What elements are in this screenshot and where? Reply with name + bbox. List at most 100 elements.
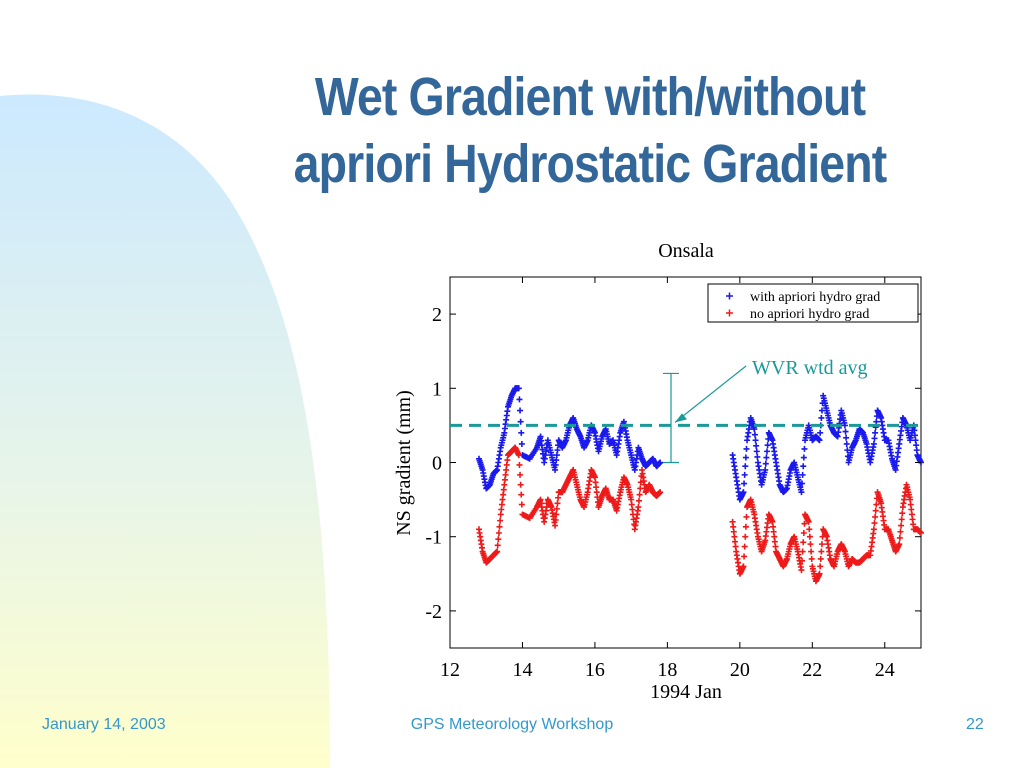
y-tick-label: 2 [432, 304, 442, 326]
data-point [741, 480, 748, 487]
data-point [515, 452, 522, 459]
data-point [635, 504, 642, 511]
data-point [495, 529, 502, 536]
x-tick-label: 20 [730, 659, 750, 681]
data-point [801, 520, 808, 527]
data-point [843, 440, 850, 447]
legend-label: no apriori hydro grad [750, 307, 869, 322]
data-point [751, 426, 758, 433]
data-point [800, 529, 807, 536]
series-no-apriori [475, 444, 924, 585]
data-point [657, 489, 664, 496]
data-point [818, 548, 825, 555]
data-point [807, 541, 814, 548]
y-tick-label: 1 [432, 378, 442, 400]
data-point [800, 454, 807, 461]
data-point [742, 533, 749, 540]
data-point [752, 437, 759, 444]
y-tick-label: -2 [425, 601, 442, 623]
data-point [751, 431, 758, 438]
data-point [817, 555, 824, 562]
data-point [515, 385, 522, 392]
footer-date: January 14, 2003 [42, 716, 166, 733]
x-axis-label: 1994 Jan [650, 681, 722, 703]
data-point [637, 479, 644, 486]
data-point [516, 461, 523, 468]
data-point [762, 466, 769, 473]
slide-title-line-1: Wet Gradient with/without [314, 67, 866, 127]
x-tick-label: 16 [585, 659, 605, 681]
data-point [841, 422, 848, 429]
data-point [741, 543, 748, 550]
data-point [552, 522, 559, 529]
wvr-arrow-line [674, 365, 747, 423]
data-point [808, 555, 815, 562]
data-point [517, 407, 524, 414]
data-point [799, 557, 806, 564]
footer-event-name: GPS Meteorology Workshop [410, 716, 614, 733]
data-point [843, 434, 850, 441]
data-point [518, 491, 525, 498]
data-point [808, 548, 815, 555]
data-point [870, 526, 877, 533]
footer-page-number: 22 [966, 716, 984, 733]
slide-title-line-2: apriori Hydrostatic Gradient [293, 134, 888, 194]
x-tick-label: 18 [657, 659, 677, 681]
data-point [799, 548, 806, 555]
data-point [898, 516, 905, 523]
data-point [799, 480, 806, 487]
data-point [753, 442, 760, 449]
x-tick-label: 24 [875, 659, 895, 681]
data-point [798, 489, 805, 496]
data-point [896, 534, 903, 541]
data-point [636, 497, 643, 504]
data-point [800, 463, 807, 470]
y-tick-label: 0 [432, 453, 442, 475]
data-point [740, 489, 747, 496]
y-axis-label: NS gradient (mm) [393, 390, 415, 536]
data-point [743, 445, 750, 452]
y-tick-label: -1 [425, 527, 442, 549]
x-tick-label: 14 [512, 659, 532, 681]
data-point [552, 517, 559, 524]
data-point [872, 429, 879, 436]
data-point [555, 494, 562, 501]
annotation-group [450, 365, 921, 464]
data-point [806, 526, 813, 533]
data-point [741, 553, 748, 560]
data-point [518, 501, 525, 508]
data-point [517, 481, 524, 488]
data-point [553, 505, 560, 512]
data-point [495, 536, 502, 543]
data-point [494, 542, 501, 549]
chart-markers [475, 385, 924, 585]
data-point [798, 567, 805, 574]
data-point [816, 437, 823, 444]
data-point [754, 453, 761, 460]
data-point [743, 513, 750, 520]
data-point [753, 448, 760, 455]
data-point [636, 491, 643, 498]
legend-label: with apriori hydro grad [750, 290, 880, 305]
data-point [516, 396, 523, 403]
data-point [897, 528, 904, 535]
data-point [762, 460, 769, 467]
data-point [818, 541, 825, 548]
data-point [763, 454, 770, 461]
data-point [899, 510, 906, 517]
legend-box [707, 283, 919, 323]
data-point [742, 463, 749, 470]
x-tick-label: 12 [440, 659, 460, 681]
data-point [553, 511, 560, 518]
data-point [873, 501, 880, 508]
data-point [518, 440, 525, 447]
data-point [742, 454, 749, 461]
data-point [918, 529, 924, 536]
legend-marker [726, 292, 733, 300]
data-point [871, 435, 878, 442]
data-point [816, 570, 823, 577]
wvr-arrow-head [675, 413, 688, 423]
data-point [801, 445, 808, 452]
